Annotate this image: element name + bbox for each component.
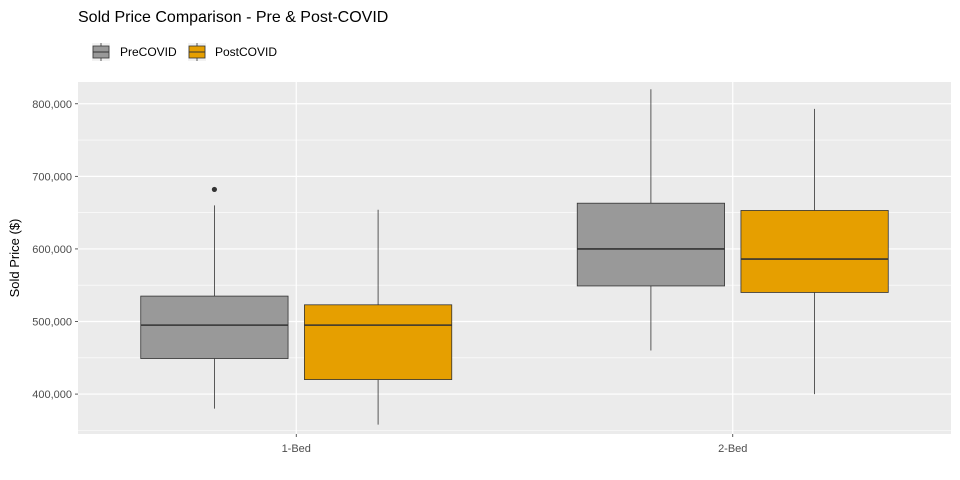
iqr-box bbox=[140, 295, 289, 359]
box-precovid-1-bed bbox=[140, 186, 289, 409]
box-layer bbox=[140, 89, 889, 425]
chart-title: Sold Price Comparison - Pre & Post-COVID bbox=[78, 9, 388, 26]
y-tick-label: 500,000 bbox=[32, 317, 72, 329]
y-tick-label: 700,000 bbox=[32, 171, 72, 183]
y-axis: 400,000 500,000 600,000 700,000 800,000 bbox=[32, 99, 78, 401]
box-postcovid-1-bed bbox=[304, 209, 453, 425]
box-postcovid-2-bed bbox=[740, 108, 889, 395]
y-tick-label: 800,000 bbox=[32, 99, 72, 111]
box-precovid-2-bed bbox=[576, 89, 725, 351]
legend-label-precovid: PreCOVID bbox=[120, 45, 177, 59]
legend: PreCOVID PostCOVID bbox=[92, 43, 277, 61]
y-tick-label: 600,000 bbox=[32, 244, 72, 256]
iqr-box bbox=[304, 304, 453, 380]
legend-label-postcovid: PostCOVID bbox=[215, 45, 277, 59]
y-tick-label: 400,000 bbox=[32, 389, 72, 401]
iqr-box bbox=[576, 202, 725, 287]
iqr-box bbox=[740, 210, 889, 293]
y-axis-title: Sold Price ($) bbox=[7, 219, 22, 298]
x-tick-label: 2-Bed bbox=[718, 443, 747, 455]
x-tick-label: 1-Bed bbox=[282, 443, 311, 455]
x-axis: 1-Bed 2-Bed bbox=[282, 434, 747, 455]
outlier-point bbox=[211, 186, 218, 193]
